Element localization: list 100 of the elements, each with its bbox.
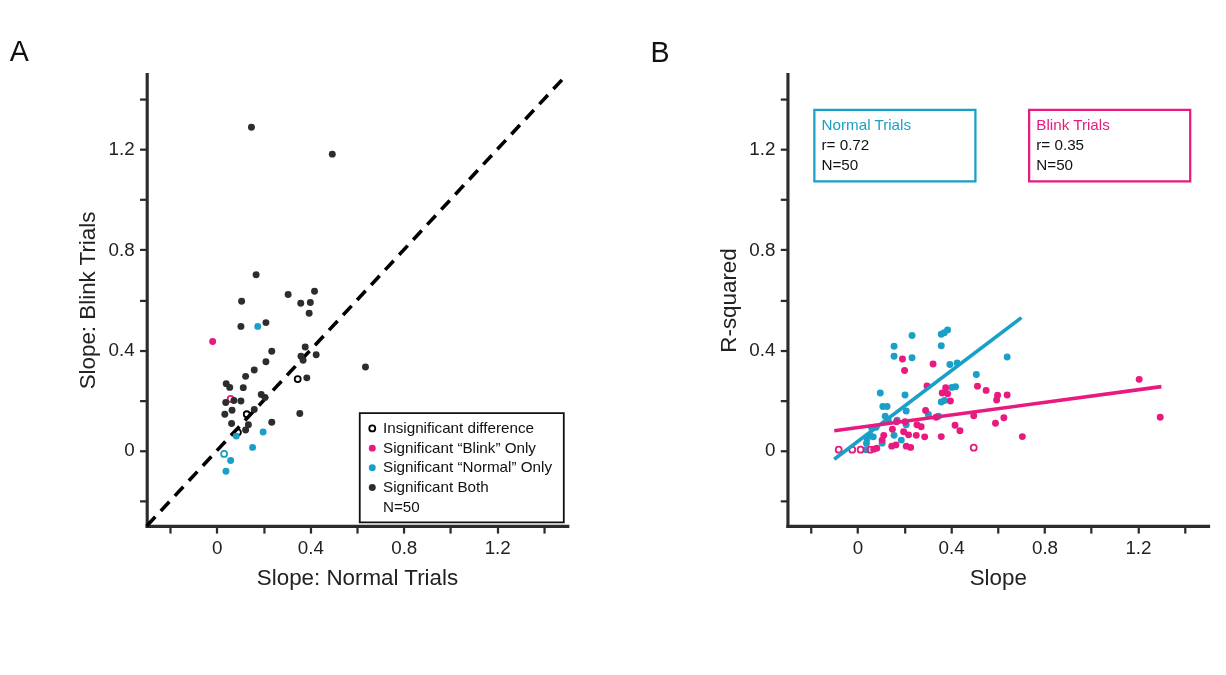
point bbox=[301, 343, 309, 351]
point bbox=[974, 382, 981, 390]
point bbox=[900, 428, 908, 436]
point bbox=[942, 384, 950, 392]
point bbox=[306, 299, 314, 306]
x-axis-title: Slope: Normal Trials bbox=[256, 564, 459, 590]
point bbox=[221, 410, 229, 418]
point bbox=[312, 351, 320, 359]
point bbox=[1003, 353, 1011, 361]
point bbox=[937, 342, 945, 350]
point bbox=[226, 383, 234, 391]
point bbox=[866, 445, 875, 454]
point bbox=[908, 354, 916, 362]
point bbox=[929, 360, 937, 368]
point bbox=[921, 433, 929, 441]
point bbox=[244, 421, 252, 429]
x-tick-label: 0.4 bbox=[297, 537, 324, 559]
y-axis-title: R-squared bbox=[715, 248, 741, 353]
point bbox=[856, 445, 865, 454]
point bbox=[293, 375, 302, 384]
point bbox=[892, 441, 900, 449]
point bbox=[972, 371, 980, 379]
point bbox=[303, 374, 311, 382]
point bbox=[228, 406, 236, 414]
point bbox=[228, 420, 236, 428]
point bbox=[982, 386, 990, 394]
point bbox=[912, 431, 920, 439]
point bbox=[897, 436, 905, 444]
annotation: N=50 bbox=[383, 497, 420, 515]
chart-title: A bbox=[9, 34, 30, 67]
point bbox=[239, 384, 247, 392]
point bbox=[237, 397, 245, 405]
x-tick-label: 0.8 bbox=[391, 537, 418, 559]
point bbox=[946, 397, 954, 405]
x-tick-label: 0 bbox=[852, 537, 864, 559]
annotation: r= 0.72 N=50 bbox=[821, 136, 870, 173]
point bbox=[992, 419, 999, 427]
x-tick-label: 0 bbox=[212, 537, 223, 559]
point bbox=[876, 389, 884, 397]
x-axis-title: Slope bbox=[969, 564, 1027, 590]
point bbox=[902, 407, 910, 415]
point bbox=[250, 406, 258, 413]
y-tick-label: 0.8 bbox=[749, 238, 776, 260]
y-tick-label: 0 bbox=[764, 439, 776, 461]
point bbox=[951, 421, 959, 429]
point bbox=[937, 433, 945, 441]
point bbox=[905, 431, 913, 439]
point bbox=[227, 457, 235, 464]
point bbox=[242, 410, 251, 419]
point bbox=[259, 428, 267, 436]
point bbox=[268, 347, 276, 355]
point bbox=[262, 358, 270, 366]
point bbox=[254, 322, 262, 330]
legend-label: Significant Both bbox=[383, 477, 489, 495]
point bbox=[1003, 391, 1011, 399]
legend-label: Significant “Normal” Only bbox=[383, 458, 553, 476]
point bbox=[1000, 414, 1008, 422]
point bbox=[237, 322, 245, 330]
point bbox=[908, 331, 916, 339]
point bbox=[993, 396, 1001, 404]
point bbox=[284, 291, 292, 298]
point bbox=[1135, 375, 1143, 383]
point bbox=[311, 287, 318, 295]
point bbox=[917, 423, 925, 431]
point bbox=[242, 426, 250, 434]
point bbox=[890, 342, 898, 350]
point bbox=[250, 366, 258, 374]
point bbox=[242, 372, 250, 380]
point bbox=[901, 367, 909, 375]
point bbox=[834, 445, 843, 454]
point bbox=[222, 467, 230, 475]
y-tick-label: 0.4 bbox=[108, 339, 135, 361]
point bbox=[944, 326, 952, 334]
legend-label: Significant “Blink” Only bbox=[383, 438, 537, 456]
point bbox=[362, 363, 369, 371]
x-tick-label: 1.2 bbox=[1125, 537, 1152, 559]
chart-title: B bbox=[650, 36, 670, 69]
point bbox=[890, 352, 898, 360]
point bbox=[305, 309, 313, 317]
point bbox=[956, 427, 964, 435]
point bbox=[952, 383, 959, 391]
point bbox=[890, 431, 898, 439]
point bbox=[941, 396, 948, 404]
point bbox=[296, 410, 304, 417]
point bbox=[268, 418, 276, 426]
point bbox=[247, 123, 255, 131]
point bbox=[232, 432, 240, 440]
y-axis-title: Slope: Blink Trials bbox=[75, 211, 101, 390]
point bbox=[249, 443, 257, 451]
point bbox=[262, 319, 270, 327]
point bbox=[299, 356, 307, 364]
text: Normal Trials bbox=[821, 116, 912, 134]
text: Blink Trials bbox=[1036, 116, 1111, 134]
point bbox=[1018, 433, 1026, 441]
point bbox=[252, 271, 260, 279]
point bbox=[944, 390, 952, 398]
point bbox=[1156, 413, 1164, 421]
point bbox=[230, 396, 238, 404]
point bbox=[328, 150, 336, 158]
y-tick-label: 0 bbox=[124, 439, 135, 461]
